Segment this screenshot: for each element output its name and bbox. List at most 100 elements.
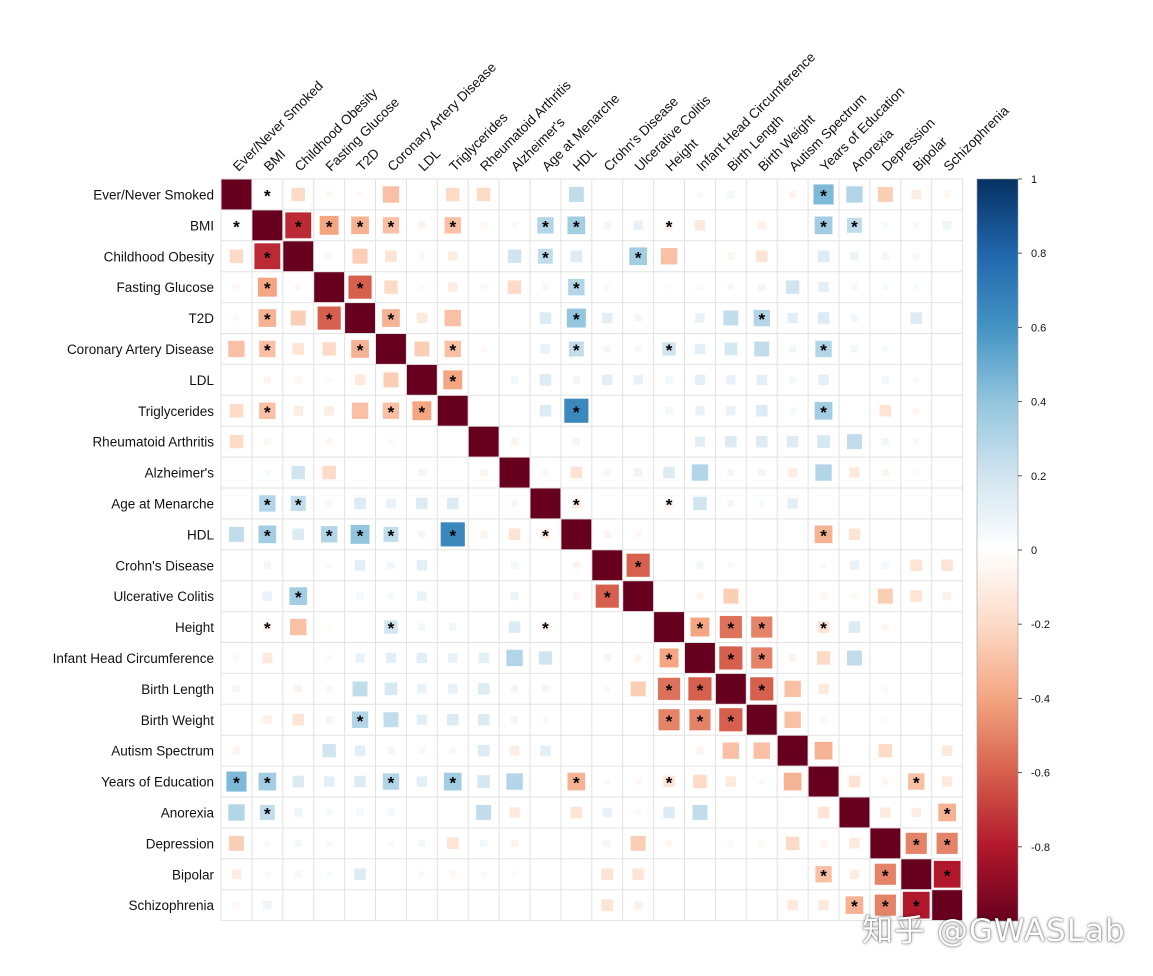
heatmap-cell xyxy=(262,652,273,664)
heatmap-cell xyxy=(758,283,766,291)
significance-star: * xyxy=(758,619,765,638)
heatmap-cell xyxy=(850,345,859,353)
heatmap-cell xyxy=(320,526,338,543)
heatmap-cell xyxy=(818,374,829,386)
heatmap-cell xyxy=(694,343,706,355)
heatmap-cell xyxy=(719,615,742,639)
color-legend-tick-label: -0.2 xyxy=(1031,619,1050,631)
heatmap-cell xyxy=(542,283,549,291)
heatmap-cell xyxy=(264,438,271,445)
heatmap-cell xyxy=(345,303,375,333)
heatmap-cell xyxy=(746,704,777,735)
heatmap-cell xyxy=(350,524,370,544)
heatmap-cell xyxy=(572,561,581,569)
heatmap-cell xyxy=(630,835,646,851)
heatmap-cell xyxy=(753,742,770,759)
heatmap-cell xyxy=(755,435,768,448)
heatmap-cell xyxy=(818,683,829,695)
heatmap-cell xyxy=(696,284,703,291)
heatmap-cell xyxy=(695,313,705,323)
significance-star: * xyxy=(666,712,673,731)
heatmap-cell xyxy=(725,776,737,787)
heatmap-cell xyxy=(322,342,336,356)
heatmap-cell xyxy=(416,652,428,664)
heatmap-cell xyxy=(477,683,490,695)
significance-star: * xyxy=(666,681,673,700)
heatmap-cell xyxy=(322,465,336,480)
heatmap-cell xyxy=(418,530,426,539)
heatmap-cell xyxy=(913,284,919,290)
heatmap-cell xyxy=(259,402,276,419)
heatmap-cell xyxy=(383,712,399,728)
heatmap-cell xyxy=(418,252,426,260)
watermark-text: 知乎 @GWASLab xyxy=(862,913,1126,949)
heatmap-cell xyxy=(601,868,614,881)
heatmap-cell xyxy=(817,806,830,819)
significance-star: * xyxy=(697,712,704,731)
column-label: Schizophrenia xyxy=(941,103,1012,174)
column-label: BMI xyxy=(261,147,289,175)
heatmap-cell xyxy=(635,809,642,816)
heatmap-cell xyxy=(817,435,830,448)
heatmap-cell xyxy=(510,591,519,601)
heatmap-cell xyxy=(851,593,858,600)
heatmap-cell xyxy=(540,745,551,756)
heatmap-cell xyxy=(882,284,889,291)
heatmap-cell xyxy=(417,684,427,694)
color-legend-tick-label: -0.8 xyxy=(1031,842,1050,854)
significance-star: * xyxy=(264,248,271,267)
heatmap-cell xyxy=(446,713,459,726)
heatmap-cell xyxy=(777,735,808,766)
heatmap-cell xyxy=(510,376,519,384)
heatmap-cell xyxy=(478,652,489,664)
heatmap-cell xyxy=(446,497,459,510)
heatmap-cell xyxy=(663,806,675,819)
heatmap-cell xyxy=(418,871,425,878)
heatmap-cell xyxy=(817,250,830,263)
heatmap-cell xyxy=(592,550,623,581)
significance-star: * xyxy=(295,495,302,514)
heatmap-cell xyxy=(881,252,890,260)
heatmap-cell xyxy=(572,376,581,384)
heatmap-cell xyxy=(839,797,870,828)
heatmap-cell xyxy=(448,282,458,292)
heatmap-cell xyxy=(602,807,612,818)
significance-star: * xyxy=(295,588,302,607)
heatmap-cell xyxy=(294,808,303,817)
heatmap-cell xyxy=(480,345,487,352)
heatmap-cell xyxy=(726,406,736,416)
heatmap-cell xyxy=(382,309,400,327)
heatmap-cell xyxy=(933,860,961,888)
significance-star: * xyxy=(820,403,827,422)
heatmap-cell xyxy=(912,252,920,260)
heatmap-cell xyxy=(820,562,827,569)
heatmap-cell xyxy=(601,899,614,911)
heatmap-cell xyxy=(878,743,893,758)
heatmap-cell xyxy=(382,402,400,419)
cell-squares xyxy=(221,179,963,921)
heatmap-cell xyxy=(846,650,862,666)
significance-star: * xyxy=(758,310,765,329)
heatmap-cell xyxy=(354,497,366,510)
heatmap-cell xyxy=(911,807,921,818)
heatmap-cell xyxy=(787,498,798,509)
heatmap-cell xyxy=(568,186,584,202)
significance-star: * xyxy=(573,217,580,236)
heatmap-cell xyxy=(784,711,801,728)
heatmap-cell xyxy=(468,426,499,457)
heatmap-cell xyxy=(479,468,488,477)
heatmap-cell xyxy=(262,591,273,601)
heatmap-cell xyxy=(874,894,896,916)
significance-star: * xyxy=(820,526,827,545)
row-label: Ulcerative Colitis xyxy=(113,589,214,604)
heatmap-cell xyxy=(815,340,832,358)
color-legend-ticks: 1 0.8 0.6 0.4 0.2 0 -0.2 -0.4 -0.6 -0.8 xyxy=(1018,174,1050,854)
heatmap-cell xyxy=(727,283,735,291)
heatmap-cell xyxy=(604,778,611,785)
heatmap-cell xyxy=(881,376,890,384)
heatmap-cell xyxy=(355,653,365,663)
heatmap-cell xyxy=(508,621,521,633)
heatmap-cell xyxy=(691,464,709,481)
heatmap-cell xyxy=(416,714,428,725)
